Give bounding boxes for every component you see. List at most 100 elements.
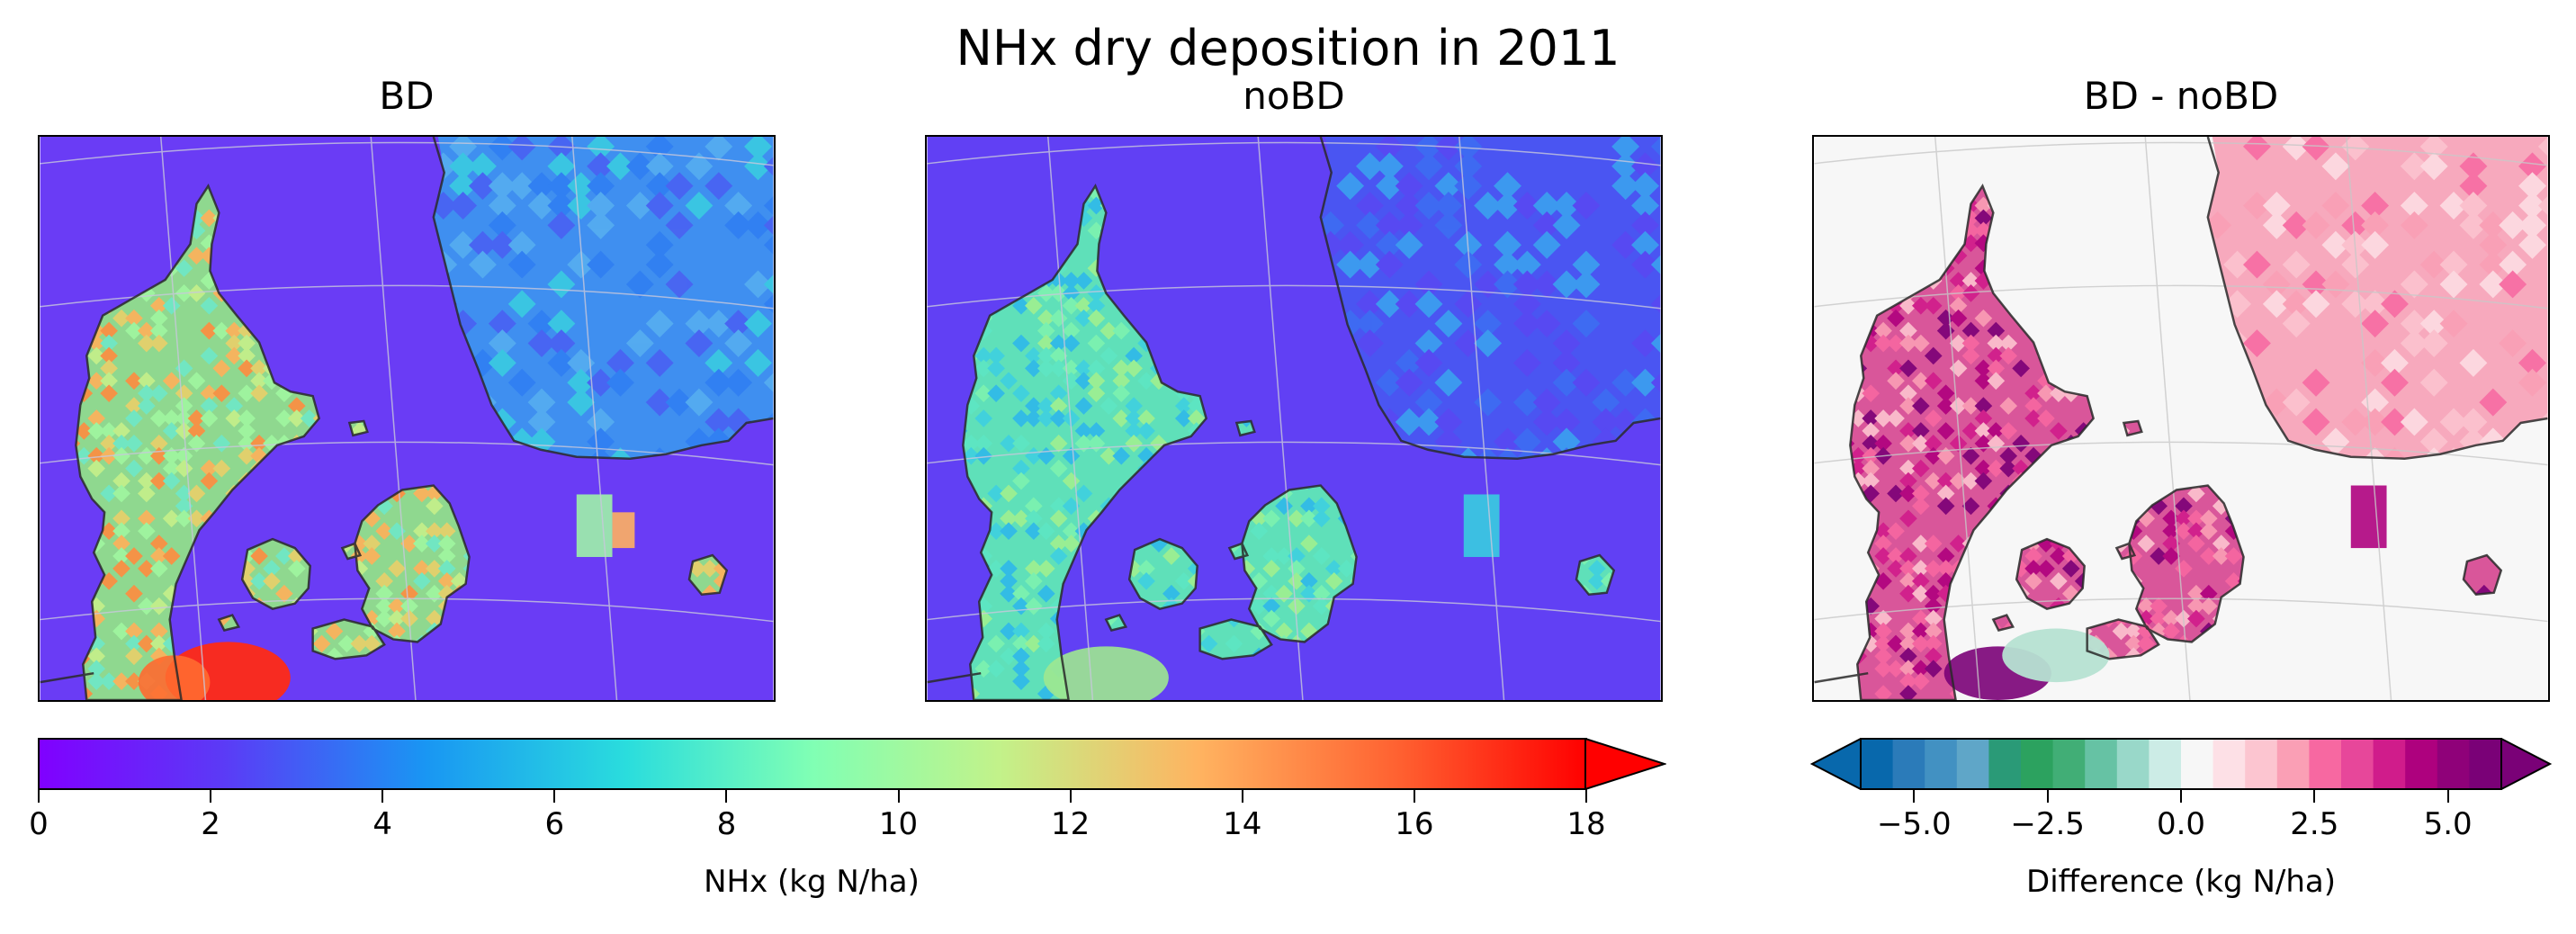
panel-title-nobd: noBD [1243,74,1345,118]
diff-colorbar-tick-label: 0.0 [2156,806,2206,842]
nhx-colorbar-tick-label: 4 [372,806,393,842]
diff-colorbar-label: Difference (kg N/ha) [2026,864,2336,900]
diff-colorbar-tick-label: 2.5 [2290,806,2339,842]
sweden-hotspot [2350,485,2387,549]
graticule-parallel [1814,141,2548,166]
diff-colorbar-tick-label: −2.5 [2010,806,2085,842]
coastline [1198,618,1273,660]
diff-colorbar-segment [1861,739,1894,789]
coastlines [1814,137,2548,700]
diff-colorbar-segment [2309,739,2342,789]
graticule-parallel [927,597,1661,623]
diff-colorbar-tick-label: −5.0 [1877,806,1952,842]
nhx-colorbar-tick-label: 12 [1051,806,1091,842]
nhx-colorbar-tick-label: 2 [201,806,220,842]
diff-colorbar-tick [1913,790,1916,803]
diff-colorbar-segment [2276,739,2310,789]
map-nobd [927,137,1661,700]
nhx-colorbar-tick [381,790,384,803]
diff-colorbar-segment [2245,739,2278,789]
diff-colorbar-graphic [1809,737,2553,791]
land-area [1129,539,1198,609]
diff-colorbar-segment [2212,739,2246,789]
coastline [240,537,311,610]
coastlines [927,137,1661,700]
graticule [1814,137,2548,700]
diff-colorbar-segment [1892,739,1925,789]
nhx-colorbar-tick [210,790,212,803]
diff-colorbar-segment [2469,739,2502,789]
coastline [1991,614,2015,632]
graticule-meridian [1459,137,1505,700]
diff-colorbar-tick [2446,790,2449,803]
diff-colorbar-segment [2341,739,2374,789]
diff-colorbar-segment [2085,739,2118,789]
coastline-germany [1814,671,1869,684]
coastline [340,542,363,561]
diff-colorbar-segment [1956,739,1989,789]
graticule-meridian [1257,137,1304,700]
coastline [2462,553,2503,597]
map-panel-nobd [925,135,1663,702]
coastline [75,183,320,700]
nhx-colorbar-tick [897,790,900,803]
coastline [354,484,471,643]
graticule-parallel [927,284,1661,310]
graticule-meridian [571,137,618,700]
map-panel-diff [1812,135,2550,702]
nhx-colorbar-tick [1585,790,1587,803]
nhx-colorbar-tick [1069,790,1072,803]
diff-colorbar-extend-low [1809,737,1862,791]
diff-colorbar-tick [2046,790,2049,803]
diff-colorbar-tick [2180,790,2182,803]
sweden-hotspot [1463,494,1500,558]
map-diff [1814,137,2548,700]
diff-colorbar-segment [1988,739,2022,789]
coastline [2086,618,2160,660]
nhx-colorbar-tick [1241,790,1243,803]
coastlines [40,137,774,700]
diff-colorbar-segment [1925,739,1958,789]
diff-colorbar-segment [2052,739,2086,789]
coastline [687,553,729,597]
nhx-colorbar-tick-label: 0 [29,806,49,842]
coastline [2015,537,2086,610]
diff-colorbar-segment [2373,739,2406,789]
coastline [2114,542,2137,561]
diff-colorbar-segment [2181,739,2214,789]
coastline [1127,537,1198,610]
coastline [1849,183,2095,700]
nhx-colorbar-graphic [38,737,1668,791]
coastline-sweden [1319,137,1661,460]
nhx-colorbar-tick [38,790,40,803]
graticule-parallel [40,284,774,310]
diff-colorbar-tick [2313,790,2316,803]
nhx-colorbar [38,737,1668,791]
coastline [1227,542,1250,561]
graticule-parallel [40,597,774,623]
panel-title-diff: BD - noBD [2083,74,2279,118]
diff-colorbar-extend-high [2500,737,2553,791]
diff-colorbar-segment [2405,739,2438,789]
nhx-colorbar-tick [1413,790,1415,803]
hotspot [2002,628,2110,683]
diff-colorbar-segment [2021,739,2054,789]
nhx-colorbar-tick-label: 18 [1566,806,1606,842]
diff-colorbar-segment [2116,739,2150,789]
coastline [1104,614,1128,632]
graticule-parallel [927,141,1661,166]
nhx-colorbar-label: NHx (kg N/ha) [704,864,920,900]
graticule [927,137,1661,700]
coastline [1575,553,1616,597]
nhx-colorbar-tick-label: 8 [716,806,737,842]
coastline [347,419,369,437]
coastline [1241,484,1358,643]
graticule-meridian [1047,137,1094,700]
diff-colorbar-frame [1860,738,2502,790]
panel-title-bd: BD [379,74,435,118]
coastline-sweden [2206,137,2548,460]
coastline [217,614,241,632]
coastline [962,183,1207,700]
graticule-meridian [370,137,417,700]
graticule-parallel [1814,284,2548,310]
